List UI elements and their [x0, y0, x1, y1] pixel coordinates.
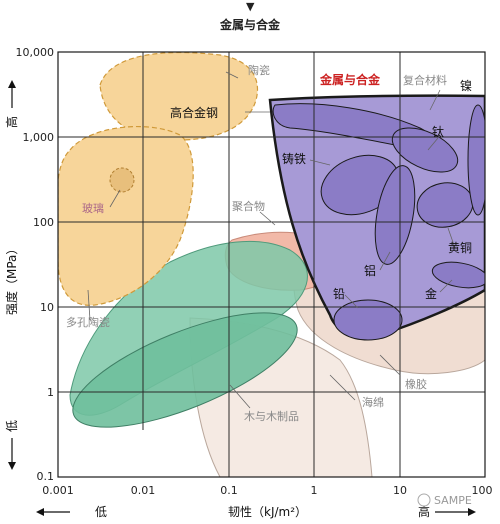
label-sponge: 海绵 [362, 395, 384, 409]
label-titanium: 钛 [432, 124, 444, 139]
gold-region [431, 261, 485, 289]
y-tick-1000: 1,000 [23, 131, 55, 144]
glass-core-region [109, 167, 135, 193]
label-high-alloy-steel: 高合金钢 [170, 105, 218, 120]
x-high-label: 高 [418, 504, 430, 519]
label-rubber: 橡胶 [405, 377, 427, 391]
plot-frame [57, 51, 486, 478]
label-aluminium: 铝 [364, 263, 376, 278]
x-axis-label: 韧性（kJ/m²） [228, 505, 307, 519]
y-high-arrowhead-icon [8, 80, 16, 88]
label-metals: 金属与合金 [319, 72, 381, 87]
y-tick-0-1: 0.1 [37, 470, 55, 483]
aluminium-region [374, 165, 416, 265]
wood-lower-region [72, 312, 298, 428]
label-lead: 铅 [333, 287, 345, 301]
y-axis-label: 强度（MPa） [4, 243, 19, 315]
label-polymers: 聚合物 [232, 199, 265, 213]
watermark: SAMPE [417, 493, 472, 507]
label-brass: 黄铜 [448, 240, 472, 255]
x-low-label: 低 [95, 505, 107, 519]
nickel-region [467, 104, 485, 216]
label-porous-ceramics: 多孔陶瓷 [66, 315, 110, 329]
label-nickel: 镍 [460, 79, 472, 93]
y-tick-10: 10 [40, 301, 54, 314]
y-tick-10000: 10,000 [16, 46, 55, 59]
y-tick-100: 100 [33, 216, 54, 229]
label-composites: 复合材料 [403, 73, 447, 87]
glass-region [58, 126, 194, 306]
watermark-logo-icon [417, 493, 431, 507]
x-low-arrowhead-icon [36, 508, 44, 516]
y-high-label: 高 [4, 116, 19, 128]
x-tick-0-01: 0.01 [131, 484, 156, 497]
label-glass: 玻璃 [82, 201, 104, 215]
x-tick-0-001: 0.001 [42, 484, 74, 497]
leader-lines [87, 71, 456, 409]
x-tick-1: 1 [311, 484, 318, 497]
grid [58, 52, 485, 477]
x-tick-100: 100 [472, 484, 493, 497]
label-ceramics: 陶瓷 [248, 63, 270, 77]
titanium-region [391, 127, 459, 173]
label-gold: 金 [425, 286, 437, 301]
x-high-arrowhead-icon [468, 508, 476, 516]
label-wood: 木与木制品 [244, 410, 299, 423]
watermark-text: SAMPE [434, 494, 472, 507]
y-low-label: 低 [5, 420, 19, 432]
lead-region [333, 299, 403, 341]
header-arrow-icon: ▼ [246, 0, 255, 13]
x-tick-10: 10 [393, 484, 407, 497]
label-cast-iron: 铸铁 [282, 151, 306, 166]
y-tick-1: 1 [47, 386, 54, 399]
x-tick-0-1: 0.1 [220, 484, 238, 497]
y-low-arrowhead-icon [8, 462, 16, 470]
chart-header: ▼ 金属与合金 [0, 0, 500, 40]
header-title: 金属与合金 [219, 18, 280, 32]
